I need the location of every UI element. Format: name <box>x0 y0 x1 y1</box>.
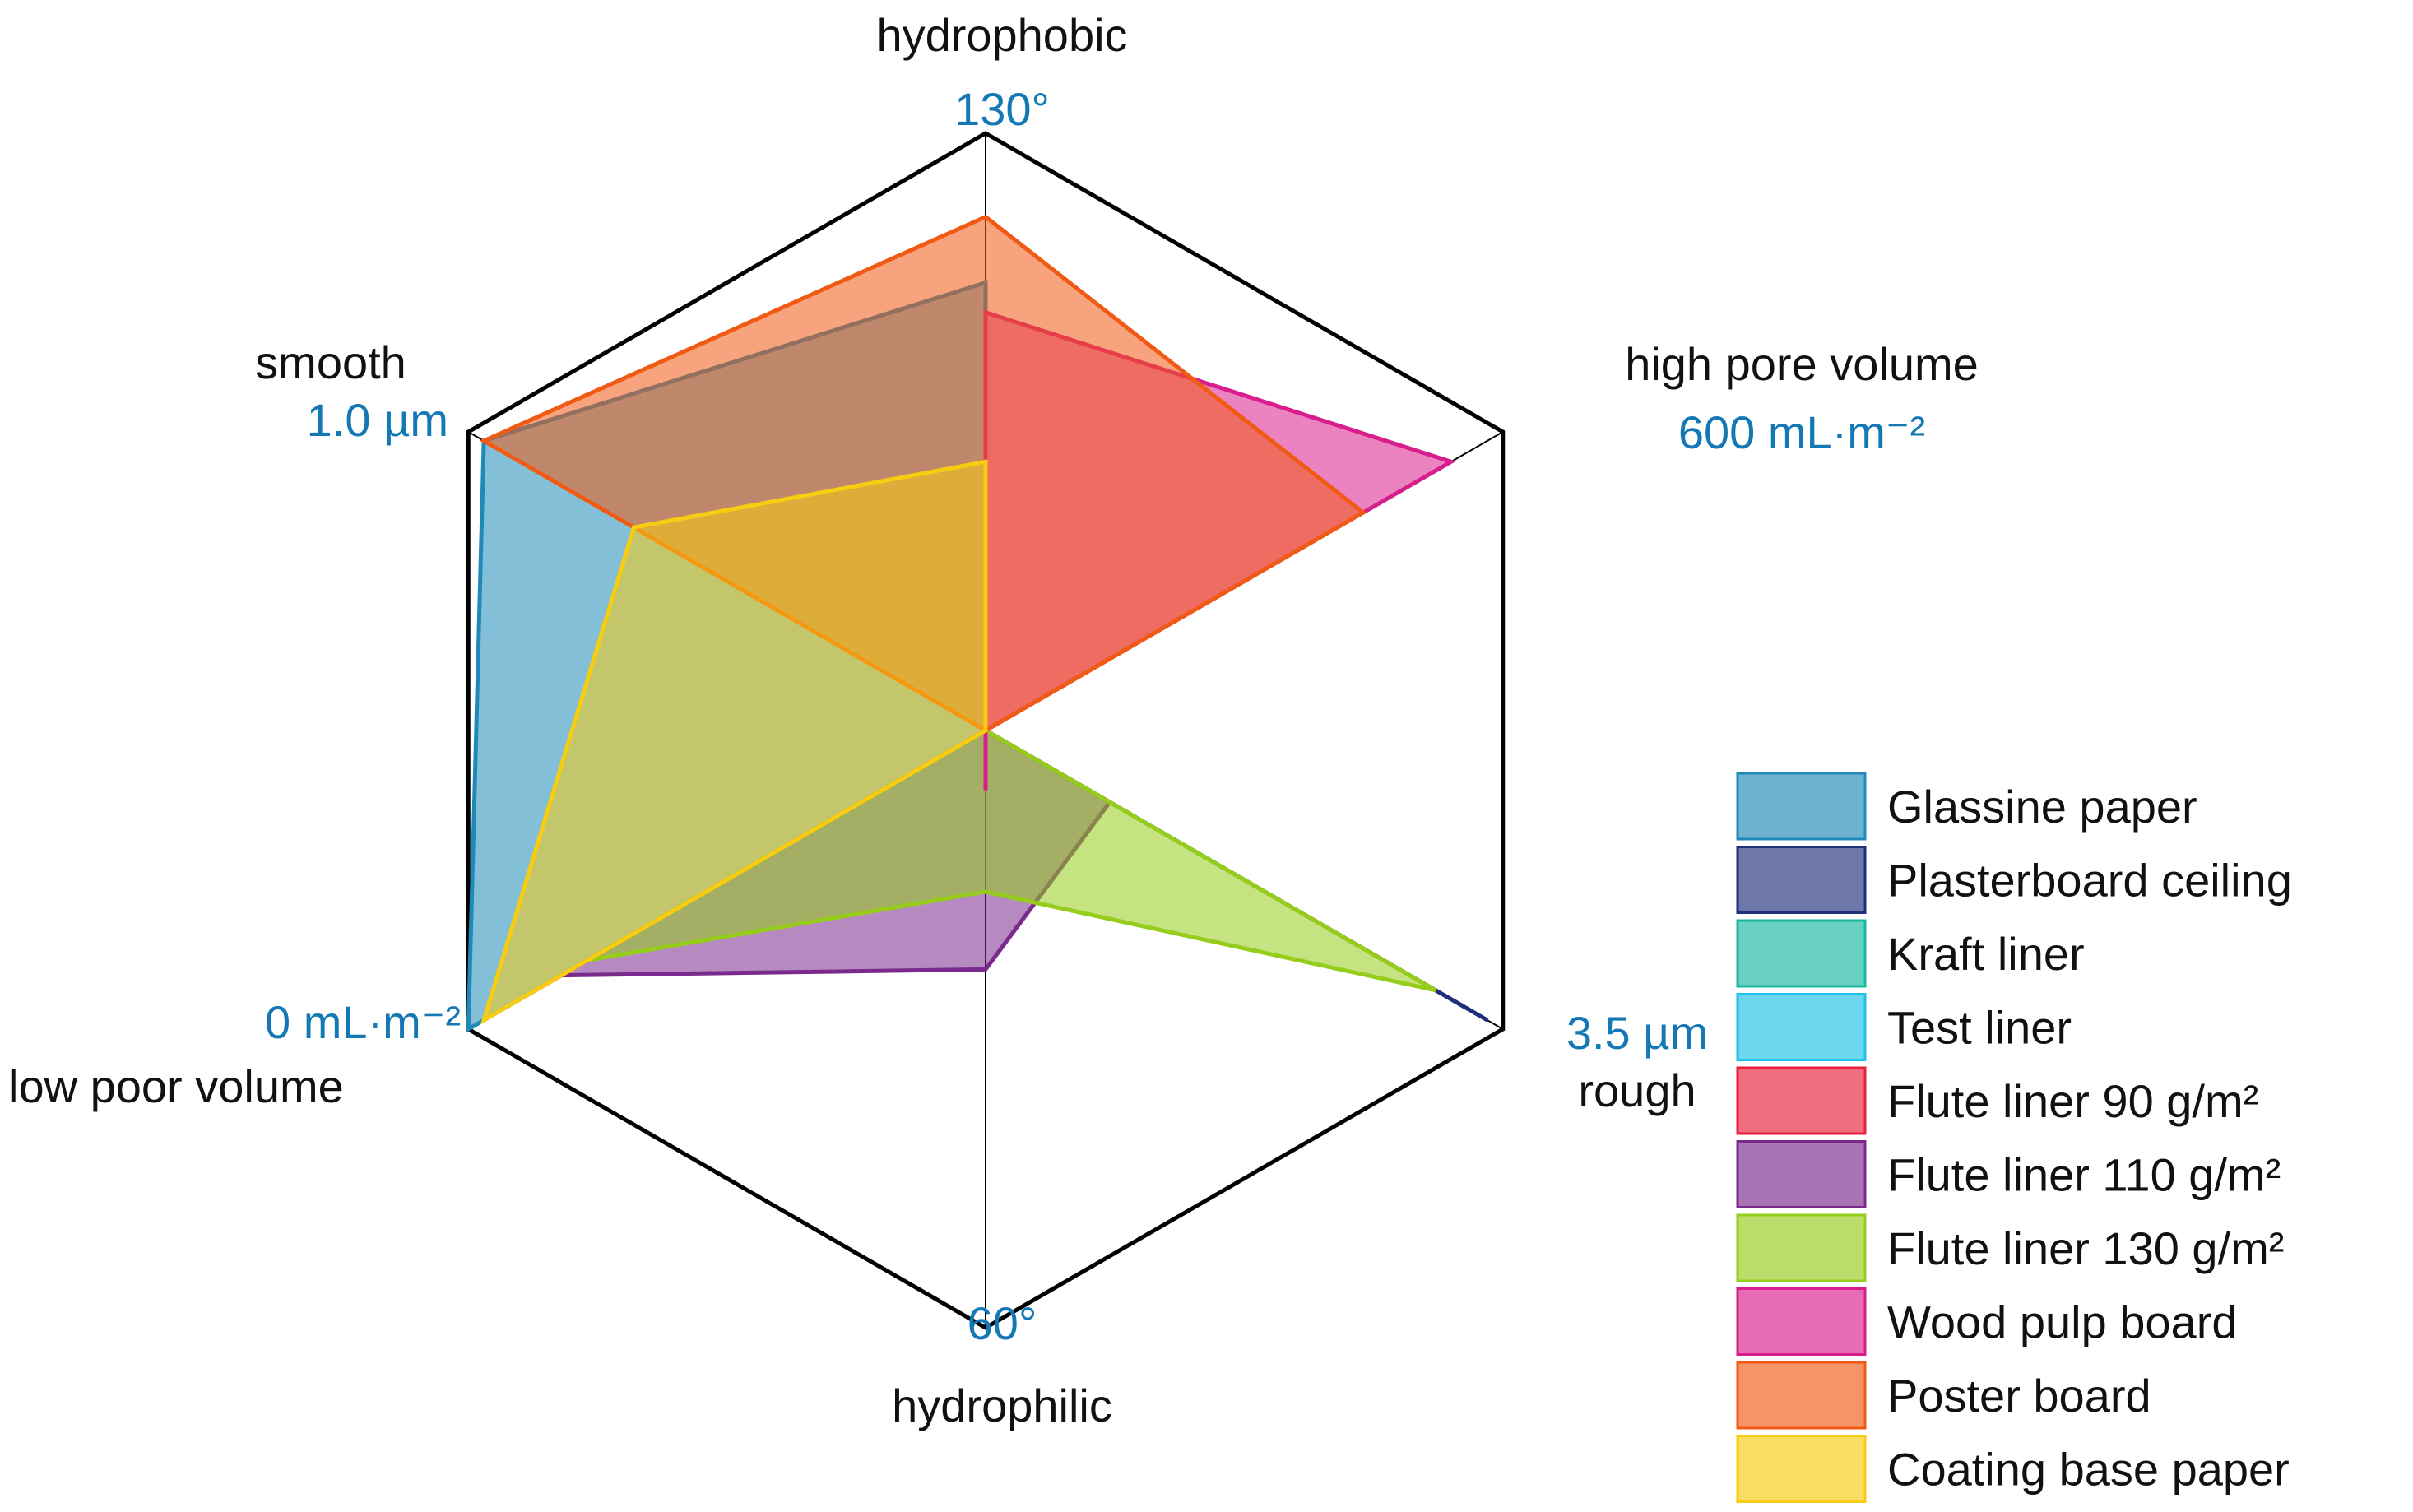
legend-label-3: Test liner <box>1887 1002 2072 1054</box>
axis-name-4: low poor volume <box>8 1060 344 1112</box>
legend-label-2: Kraft liner <box>1887 928 2085 980</box>
axis-name-5: smooth <box>255 336 406 388</box>
legend-swatch-3 <box>1736 993 1867 1061</box>
legend-swatch-0 <box>1736 772 1867 841</box>
legend-swatch-1 <box>1736 846 1867 914</box>
axis-name-3: hydrophilic <box>892 1380 1112 1431</box>
legend-swatch-8 <box>1736 1361 1867 1430</box>
legend-label-5: Flute liner 110 g/m² <box>1887 1149 2281 1201</box>
axis-value-4: 0 mL·m⁻² <box>265 996 461 1048</box>
axis-labels: hydrophobic 130° high pore volume 600 mL·m⁻… <box>8 9 1979 1431</box>
legend-swatch-6 <box>1736 1213 1867 1282</box>
legend-swatch-9 <box>1736 1435 1867 1503</box>
axis-value-5: 1.0 µm <box>307 394 448 446</box>
legend-swatch-2 <box>1736 919 1867 988</box>
series-polygon-9 <box>480 459 988 1025</box>
legend-label-0: Glassine paper <box>1887 781 2197 833</box>
axis-name-2: rough <box>1578 1064 1696 1116</box>
legend-label-8: Poster board <box>1887 1370 2151 1422</box>
legend-label-6: Flute liner 130 g/m² <box>1887 1222 2284 1274</box>
legend-swatch-5 <box>1736 1140 1867 1208</box>
axis-value-2: 3.5 µm <box>1566 1007 1708 1059</box>
legend-label-1: Plasterboard ceiling <box>1887 855 2292 907</box>
legend-label-4: Flute liner 90 g/m² <box>1887 1075 2258 1127</box>
axis-value-0: 130° <box>954 83 1050 135</box>
axis-name-0: hydrophobic <box>876 9 1127 61</box>
legend: Glassine paper Plasterboard ceiling Kraft … <box>1736 772 2292 1503</box>
axis-name-1: high pore volume <box>1625 338 1979 390</box>
legend-swatch-7 <box>1736 1287 1867 1356</box>
axis-value-3: 60° <box>968 1297 1037 1349</box>
axis-value-1: 600 mL·m⁻² <box>1678 406 1925 458</box>
legend-label-7: Wood pulp board <box>1887 1296 2238 1348</box>
legend-swatch-4 <box>1736 1066 1867 1135</box>
legend-label-9: Coating base paper <box>1887 1444 2290 1496</box>
series-polygons <box>466 214 1489 1033</box>
outer-hexagon <box>466 131 1506 1330</box>
